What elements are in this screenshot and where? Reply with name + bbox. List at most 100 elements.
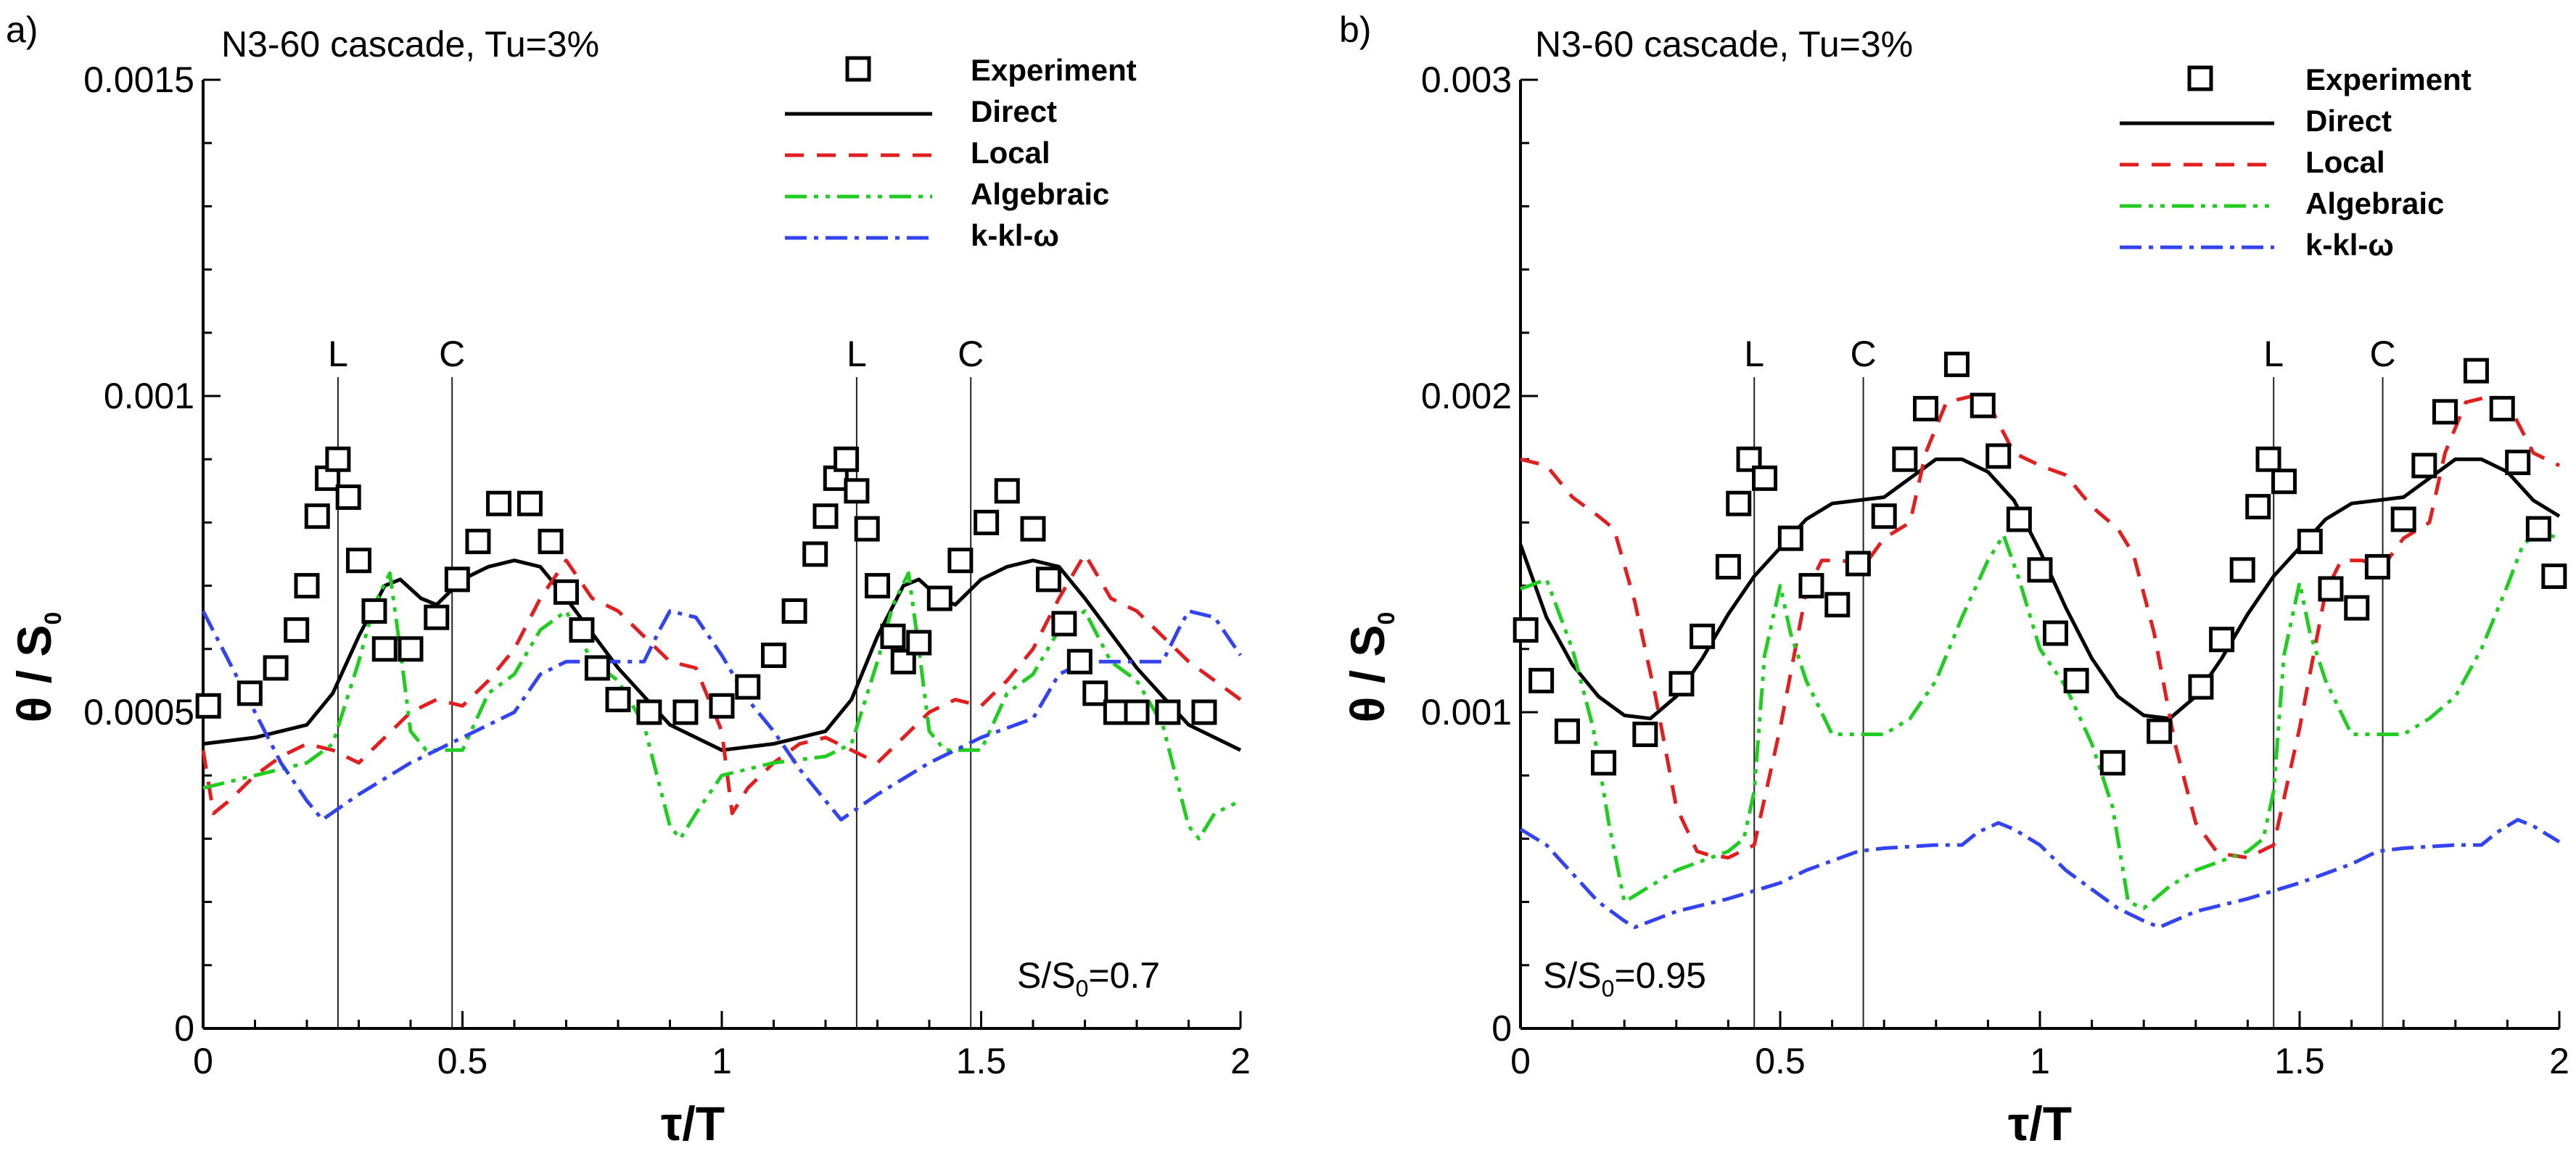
series-line-algebraic	[202, 571, 1242, 841]
experiment-point	[1035, 566, 1061, 593]
x-tick-label: 2	[1230, 1041, 1251, 1081]
plot-title: N3-60 cascade, Tu=3%	[221, 24, 599, 65]
experiment-point	[672, 699, 699, 725]
legend-direct-label: Direct	[2305, 104, 2392, 138]
experiment-point	[569, 617, 595, 643]
experiment-point	[1591, 750, 1617, 776]
event-line-label: L	[2263, 334, 2284, 374]
panel-label: a)	[6, 9, 38, 50]
legend-local-label: Local	[2305, 145, 2385, 179]
experiment-point	[304, 503, 330, 529]
experiment-point	[1632, 722, 1658, 748]
experiment-point	[1726, 490, 1752, 516]
experiment-markers	[1513, 351, 2567, 776]
experiment-point	[2411, 453, 2437, 479]
experiment-point	[906, 630, 932, 656]
legend-kklw-label: k-kl-ω	[2305, 228, 2394, 262]
x-axis-title: τ/T	[2008, 1097, 2072, 1150]
experiment-point	[812, 503, 839, 529]
experiment-point	[1513, 617, 1539, 643]
experiment-point	[1752, 465, 1778, 491]
experiment-point	[2489, 395, 2515, 421]
experiment-point	[2541, 564, 2567, 590]
experiment-point	[1051, 611, 1077, 637]
experiment-point	[1528, 667, 1555, 693]
experiment-point	[1798, 573, 1824, 599]
station-annotation: S/S0=0.7	[1017, 955, 1160, 1002]
experiment-point	[1986, 443, 2012, 469]
legend: Experiment Direct Local Algebraic k-kl-ω	[2120, 62, 2472, 262]
experiment-point	[2271, 469, 2297, 495]
x-tick-label: 1	[2030, 1041, 2050, 1081]
y-tick-label: 0.001	[104, 376, 194, 416]
legend-direct-label: Direct	[971, 94, 1057, 128]
experiment-point	[2063, 667, 2089, 693]
y-axis-title: θ / S0	[7, 612, 66, 723]
experiment-point	[1871, 503, 1897, 529]
experiment-point	[1066, 648, 1092, 674]
experiment-markers	[195, 446, 1217, 725]
experiment-point	[584, 655, 610, 681]
axes: 0 0.5 1 1.5 2 0 0.0005 0.001 0.0015	[83, 59, 1251, 1081]
y-axis-title-sub: 0	[1373, 612, 1399, 625]
experiment-point	[2364, 553, 2390, 579]
experiment-point	[2188, 674, 2214, 700]
experiment-point	[947, 548, 974, 574]
experiment-point	[2463, 358, 2489, 384]
experiment-point	[781, 598, 807, 624]
x-tick-label: 1.5	[956, 1041, 1007, 1081]
experiment-point	[424, 604, 450, 630]
y-tick-label: 0.001	[1421, 692, 1512, 733]
experiment-point	[335, 484, 361, 511]
y-tick-label: 0.0005	[83, 692, 194, 733]
experiment-point	[1554, 718, 1580, 744]
experiment-point	[1912, 395, 1938, 421]
panel-a: a) N3-60 cascade, Tu=3% 0 0.5 1 1.5 2 0 0.0005…	[6, 9, 1251, 1150]
legend-experiment-label: Experiment	[2305, 62, 2472, 96]
annotation-sub: 0	[1602, 975, 1615, 1002]
y-tick-label: 0.003	[1421, 59, 1512, 100]
experiment-point	[263, 655, 289, 681]
experiment-point	[854, 516, 880, 542]
experiment-point	[195, 693, 221, 719]
experiment-point	[1845, 550, 1871, 577]
y-tick-label: 0.0015	[83, 59, 194, 100]
experiment-point	[1892, 446, 1918, 472]
experiment-point	[2432, 399, 2458, 425]
event-line-label: C	[2370, 334, 2396, 374]
experiment-point	[554, 579, 579, 605]
annotation-suffix: =0.7	[1088, 955, 1160, 996]
event-line-label: L	[847, 334, 867, 374]
series-line-algebraic	[1520, 530, 2560, 910]
y-tick-label: 0	[174, 1008, 194, 1049]
experiment-point	[1191, 699, 1217, 725]
experiment-point	[2027, 557, 2053, 583]
event-line-label: L	[1744, 334, 1764, 374]
experiment-point	[2297, 529, 2323, 555]
x-tick-label: 0.5	[1755, 1041, 1806, 1081]
x-tick-label: 0.5	[437, 1041, 488, 1081]
legend-algebraic-label: Algebraic	[971, 177, 1109, 211]
panel-label: b)	[1339, 9, 1371, 50]
event-line-label: C	[439, 334, 465, 374]
experiment-point	[284, 617, 310, 643]
series-line-k-kl	[1519, 817, 2561, 929]
station-annotation: S/S0=0.95	[1543, 955, 1706, 1002]
experiment-point	[1715, 553, 1741, 579]
x-axis-title: τ/T	[661, 1097, 725, 1150]
experiment-point	[1690, 623, 1716, 649]
y-tick-label: 0	[1491, 1008, 1512, 1049]
x-tick-label: 1	[712, 1041, 732, 1081]
experiment-point	[486, 490, 512, 516]
event-line-label: C	[1851, 334, 1877, 374]
y-axis-title-sub: 0	[40, 612, 66, 625]
series-group	[201, 552, 1243, 841]
experiment-point	[294, 573, 320, 599]
experiment-point	[2209, 627, 2235, 653]
experiment-point	[2245, 494, 2271, 520]
experiment-point	[1124, 699, 1150, 725]
experiment-point	[974, 509, 1000, 535]
annotation-prefix: S/S	[1017, 955, 1076, 996]
experiment-point	[398, 636, 424, 662]
